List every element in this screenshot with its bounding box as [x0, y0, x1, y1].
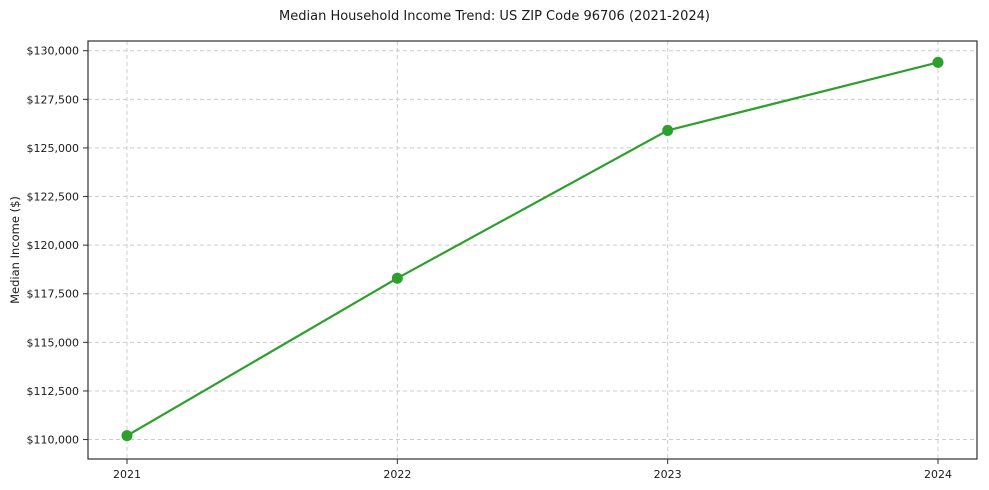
data-point-2021 — [121, 430, 133, 442]
y-tick-label: $125,000 — [27, 142, 80, 155]
data-point-2024 — [932, 56, 944, 68]
y-tick-label: $130,000 — [27, 45, 80, 58]
y-tick-label: $122,500 — [27, 191, 80, 204]
plot-border — [87, 40, 978, 460]
data-point-2022 — [391, 272, 403, 284]
y-tick-label: $117,500 — [27, 288, 80, 301]
data-point-2023 — [662, 124, 674, 136]
y-tick-label: $127,500 — [27, 93, 80, 106]
x-tick-label: 2024 — [924, 468, 952, 481]
x-tick-label: 2023 — [654, 468, 682, 481]
y-tick-label: $115,000 — [27, 336, 80, 349]
chart-title: Median Household Income Trend: US ZIP Co… — [279, 9, 710, 24]
x-tick-label: 2022 — [383, 468, 411, 481]
series-line — [125, 61, 940, 437]
y-axis-label: Median Income ($) — [8, 196, 22, 304]
y-tick-label: $112,500 — [27, 385, 80, 398]
x-tick-label: 2021 — [113, 468, 141, 481]
y-tick-label: $120,000 — [27, 239, 80, 252]
y-tick-label: $110,000 — [27, 434, 80, 447]
